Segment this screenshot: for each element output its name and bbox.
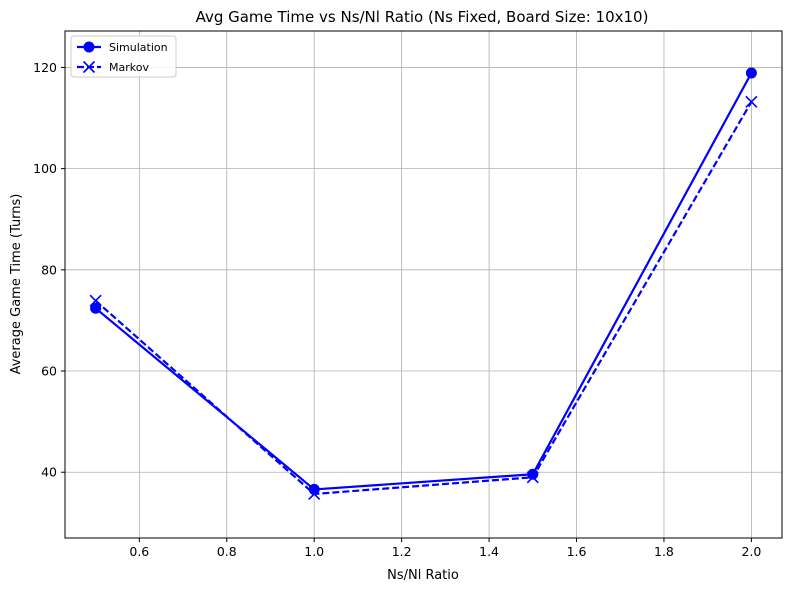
x-tick-label: 2.0 <box>741 544 761 559</box>
legend-simulation-label: Simulation <box>109 41 168 54</box>
legend-simulation-marker <box>83 41 95 53</box>
grid-lines <box>65 31 782 538</box>
y-tick-label: 40 <box>41 465 57 480</box>
axis-ticks: 0.6 0.8 1.0 1.2 1.4 1.6 1.8 2.0 40 60 80 100 120 <box>33 60 761 559</box>
y-tick-label: 60 <box>41 364 57 379</box>
legend-markov-marker <box>82 60 96 74</box>
legend-markov-label: Markov <box>109 61 149 74</box>
legend: Simulation Markov <box>70 35 177 78</box>
markov-point <box>89 294 102 307</box>
x-tick-label: 1.2 <box>392 544 412 559</box>
x-tick-label: 0.6 <box>129 544 149 559</box>
x-tick-label: 0.8 <box>217 544 237 559</box>
simulation-point <box>527 468 539 480</box>
y-tick-label: 100 <box>33 161 57 176</box>
x-tick-label: 1.4 <box>479 544 499 559</box>
y-tick-label: 80 <box>41 262 57 277</box>
plot-frame <box>64 30 783 539</box>
markov-point <box>308 487 321 501</box>
markov-point <box>526 471 539 484</box>
x-axis-title: Ns/Nl Ratio <box>387 568 459 583</box>
x-tick-label: 1.0 <box>304 544 324 559</box>
y-tick-label: 120 <box>33 60 57 75</box>
simulation-point <box>90 302 102 314</box>
simulation-series-line <box>94 72 753 491</box>
markov-series-line <box>94 101 753 496</box>
markov-point <box>745 95 758 108</box>
x-tick-label: 1.8 <box>654 544 674 559</box>
series-layer <box>89 67 758 501</box>
y-axis-title: Average Game Time (Turns) <box>9 194 24 375</box>
chart-title: Avg Game Time vs Ns/Nl Ratio (Ns Fixed, … <box>196 8 649 26</box>
simulation-point <box>745 67 757 79</box>
x-tick-label: 1.6 <box>567 544 587 559</box>
